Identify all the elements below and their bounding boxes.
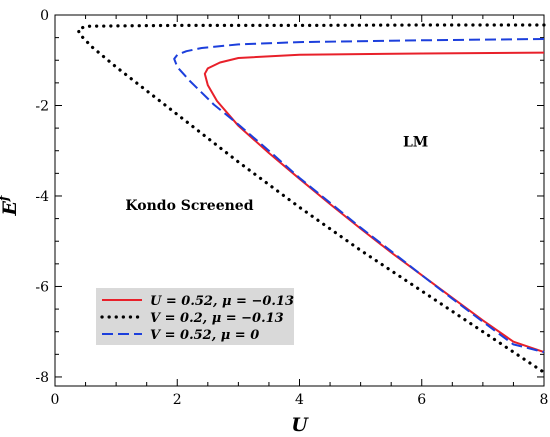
y-tick-label: -8 <box>35 370 49 386</box>
annotation-lm: LM <box>403 135 428 151</box>
series-line-3 <box>173 38 545 354</box>
x-tick-label: 0 <box>51 392 60 408</box>
series-line-1 <box>203 51 545 354</box>
y-axis-label: Ef <box>0 193 21 216</box>
x-tick-label: 8 <box>540 392 549 408</box>
legend-label-2: V = 0.2, μ = −0.13 <box>150 311 284 326</box>
annotation-kondo-screened: Kondo Screened <box>125 198 253 214</box>
y-tick-label: 0 <box>40 8 49 24</box>
x-tick-label: 4 <box>295 392 304 408</box>
legend-items: U = 0.52, μ = −0.13 V = 0.2, μ = −0.13 V =… <box>100 294 294 343</box>
y-tick-label: -6 <box>35 279 49 295</box>
legend: U = 0.52, μ = −0.13 V = 0.2, μ = −0.13 V =… <box>96 288 294 345</box>
y-axis-label-superscript: f <box>0 193 12 202</box>
legend-label-1: U = 0.52, μ = −0.13 <box>150 294 294 309</box>
y-axis-label-main: E <box>0 201 21 217</box>
series-line-2 <box>76 23 546 374</box>
axis-ticks: 0 2 4 6 8 0 -2 -4 -6 -8 <box>35 8 548 408</box>
legend-label-3: V = 0.52, μ = 0 <box>150 328 259 343</box>
y-tick-label: -2 <box>35 98 49 114</box>
x-tick-label: 2 <box>173 392 182 408</box>
series-layer <box>76 23 546 374</box>
y-tick-label: -4 <box>35 189 49 205</box>
x-axis-label: U <box>291 414 309 436</box>
x-tick-label: 6 <box>417 392 426 408</box>
